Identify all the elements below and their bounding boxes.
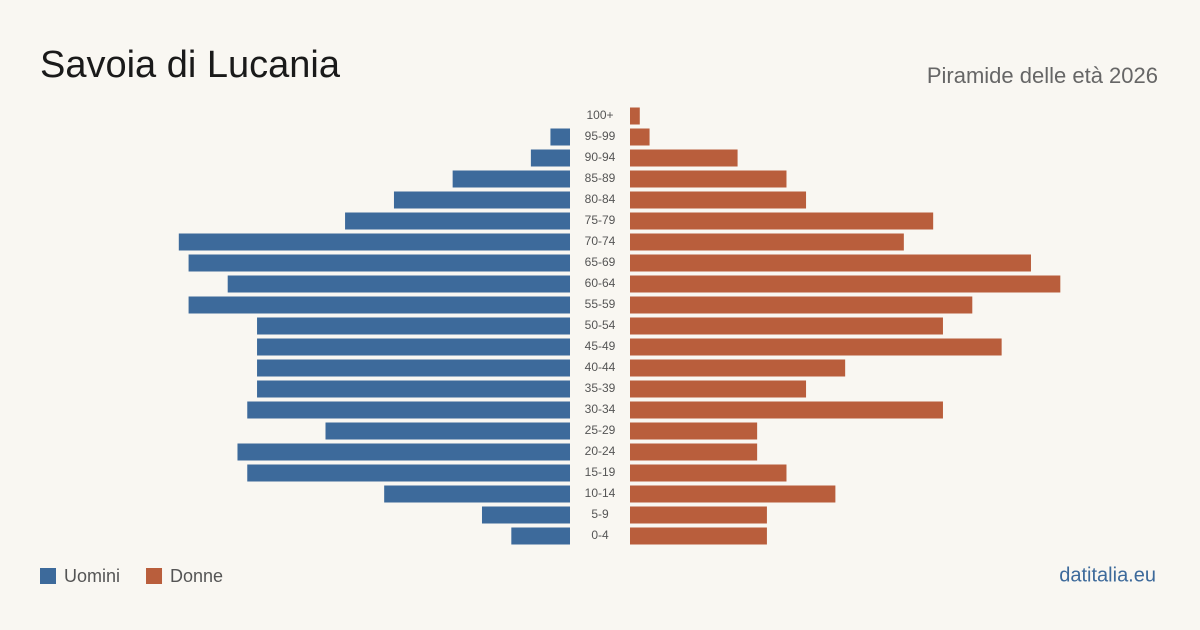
- bar: [630, 212, 934, 230]
- source: datitalia.eu: [1059, 564, 1156, 586]
- bar: [237, 443, 571, 461]
- bar: [630, 254, 1031, 272]
- category-label: 40-44: [585, 360, 616, 374]
- bar: [630, 443, 758, 461]
- bar: [393, 191, 570, 209]
- bar: [630, 527, 767, 545]
- bar: [630, 401, 943, 419]
- category-label: 35-39: [585, 381, 616, 395]
- chart-title: Savoia di Lucania: [40, 44, 341, 86]
- bar: [257, 359, 570, 377]
- category-label: 55-59: [585, 297, 616, 311]
- category-label: 60-64: [585, 276, 616, 290]
- category-label: 15-19: [585, 465, 616, 479]
- bar: [630, 170, 787, 188]
- category-label: 90-94: [585, 150, 616, 164]
- bar: [550, 128, 570, 146]
- bar: [227, 275, 570, 293]
- bar: [188, 254, 570, 272]
- chart-subtitle: Piramide delle età 2026: [927, 63, 1158, 88]
- category-label: 20-24: [585, 444, 616, 458]
- category-label: 100+: [586, 108, 613, 122]
- category-label: 50-54: [585, 318, 616, 332]
- bar: [630, 422, 758, 440]
- bar: [481, 506, 570, 524]
- category-label: 75-79: [585, 213, 616, 227]
- bar: [178, 233, 571, 251]
- legend-label: Uomini: [64, 566, 120, 586]
- category-label: 85-89: [585, 171, 616, 185]
- bar: [511, 527, 570, 545]
- bar: [630, 107, 640, 125]
- bar: [325, 422, 570, 440]
- bar: [630, 149, 738, 167]
- legend-swatch: [40, 568, 56, 584]
- category-label: 45-49: [585, 339, 616, 353]
- bar: [452, 170, 570, 188]
- bar: [384, 485, 570, 503]
- category-label: 5-9: [591, 507, 609, 521]
- bar: [630, 317, 943, 335]
- bar: [247, 464, 570, 482]
- category-label: 0-4: [591, 528, 609, 542]
- legend-label: Donne: [170, 566, 223, 586]
- category-label: 30-34: [585, 402, 616, 416]
- bar: [630, 191, 807, 209]
- category-label: 95-99: [585, 129, 616, 143]
- bar: [630, 275, 1061, 293]
- category-label: 65-69: [585, 255, 616, 269]
- category-label: 80-84: [585, 192, 616, 206]
- bar: [630, 506, 767, 524]
- bar: [630, 359, 846, 377]
- bar: [630, 233, 904, 251]
- category-label: 10-14: [585, 486, 616, 500]
- category-label: 70-74: [585, 234, 616, 248]
- bar: [630, 380, 807, 398]
- bar: [630, 296, 973, 314]
- bar: [630, 338, 1002, 356]
- bar: [247, 401, 570, 419]
- bar: [630, 128, 650, 146]
- bar: [257, 317, 570, 335]
- bar: [345, 212, 570, 230]
- bar: [257, 380, 570, 398]
- bar: [630, 485, 836, 503]
- category-label: 25-29: [585, 423, 616, 437]
- bar: [630, 464, 787, 482]
- bar: [257, 338, 570, 356]
- bar: [188, 296, 570, 314]
- legend-swatch: [146, 568, 163, 584]
- bar: [530, 149, 570, 167]
